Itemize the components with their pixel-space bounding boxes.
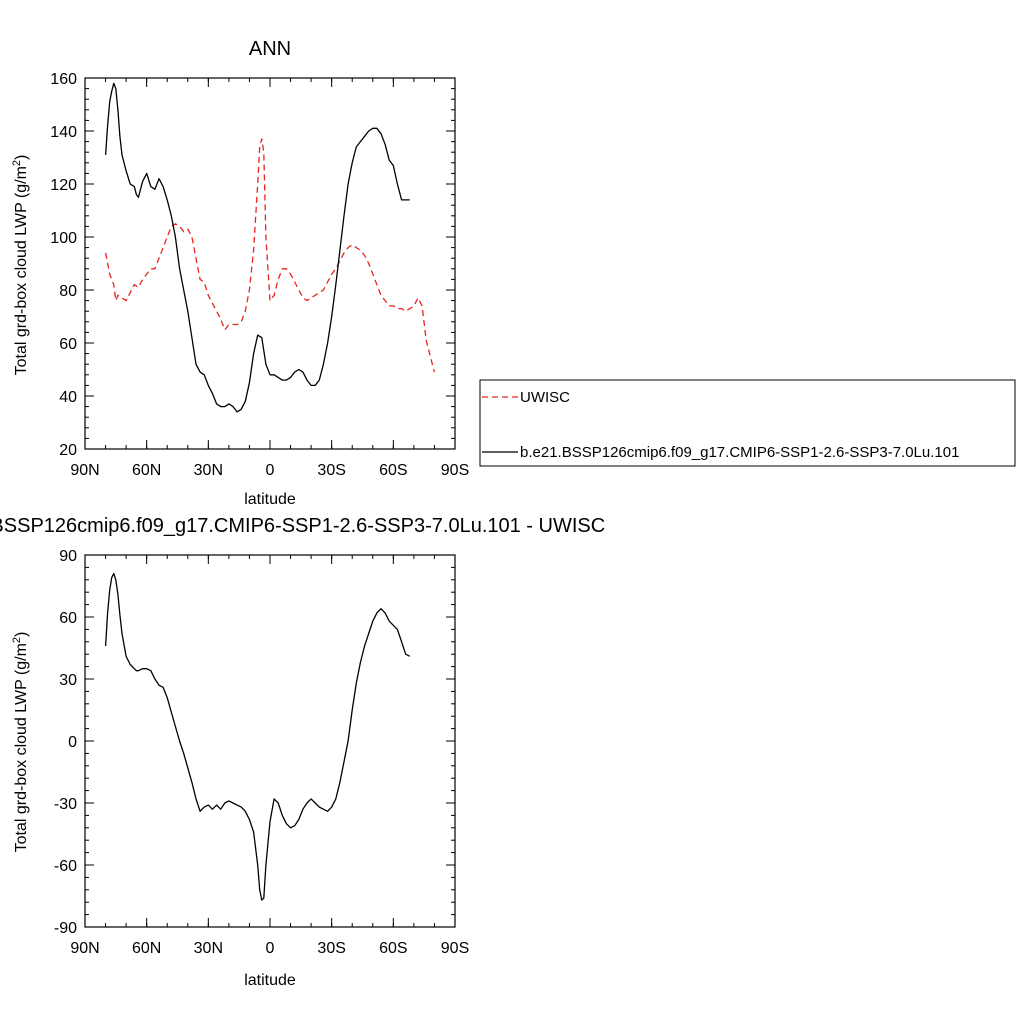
x-tick-label: 30N	[194, 462, 223, 479]
y-tick-label: 100	[50, 230, 77, 247]
y-axis-label: Total grd-box cloud LWP (g/m2)	[11, 155, 30, 376]
plot-frame	[84, 554, 456, 928]
y-tick-label: 140	[50, 124, 77, 141]
y-tick-label: 20	[59, 442, 77, 459]
legend-label-uwisc: UWISC	[520, 389, 570, 406]
x-tick-label: 30S	[317, 940, 345, 957]
legend: UWISC b.e21.BSSP126cmip6.f09_g17.CMIP6-S…	[479, 379, 1016, 467]
plot-frame	[84, 77, 456, 450]
chart-title: b.e21.BSSP126cmip6.f09_g17.CMIP6-SSP1-2.…	[0, 515, 605, 537]
y-tick-label: 90	[59, 548, 77, 565]
legend-label-model: b.e21.BSSP126cmip6.f09_g17.CMIP6-SSP1-2.…	[520, 444, 959, 461]
y-tick-label: -60	[54, 858, 77, 875]
x-tick-label: 30S	[317, 462, 345, 479]
x-tick-label: 0	[266, 462, 275, 479]
x-axis-label: latitude	[244, 491, 296, 508]
series-line-0	[104, 138, 436, 373]
line-chart-top: ANN 90N 60N 30N 0 30S 60S 90S 20 40 60 80 100 120 140…	[11, 38, 1016, 508]
x-tick-label: 60S	[379, 462, 407, 479]
y-tick-label: 60	[59, 336, 77, 353]
plot-area: 90N 60N 30N 0 30S 60S 90S -90 -60 -30 0 30 60 90	[54, 548, 469, 957]
x-tick-label: 0	[266, 940, 275, 957]
y-axis-label-main: Total grd-box cloud LWP (g/m	[13, 643, 30, 852]
x-tick-label: 30N	[194, 940, 223, 957]
y-axis-label-tail: )	[13, 632, 30, 637]
y-tick-label: 30	[59, 672, 77, 689]
y-axis-label: Total grd-box cloud LWP (g/m2)	[11, 632, 30, 853]
series-line-1	[104, 82, 410, 413]
line-chart-bottom: b.e21.BSSP126cmip6.f09_g17.CMIP6-SSP1-2.…	[0, 515, 605, 989]
chart-title: ANN	[249, 38, 291, 60]
series-line-0	[104, 572, 411, 901]
y-axis-label-superscript: 2	[11, 160, 23, 166]
y-axis-label-superscript: 2	[11, 637, 23, 643]
y-tick-label: 40	[59, 389, 77, 406]
x-tick-label: 90N	[70, 940, 99, 957]
y-tick-label: 0	[68, 734, 77, 751]
x-tick-label: 60N	[132, 462, 161, 479]
x-tick-label: 90N	[70, 462, 99, 479]
y-tick-label: 80	[59, 283, 77, 300]
x-tick-label: 60S	[379, 940, 407, 957]
y-tick-label: 120	[50, 177, 77, 194]
y-tick-label: -30	[54, 796, 77, 813]
y-tick-label: 160	[50, 71, 77, 88]
y-axis-label-main: Total grd-box cloud LWP (g/m	[13, 166, 30, 375]
y-axis-label-tail: )	[13, 155, 30, 160]
legend-box	[479, 379, 1016, 467]
x-tick-label: 60N	[132, 940, 161, 957]
plot-area: 90N 60N 30N 0 30S 60S 90S 20 40 60 80 100 120 140 160	[50, 71, 469, 479]
x-tick-label: 90S	[441, 462, 469, 479]
y-tick-label: -90	[54, 920, 77, 937]
x-axis-label: latitude	[244, 972, 296, 989]
x-tick-label: 90S	[441, 940, 469, 957]
y-tick-label: 60	[59, 610, 77, 627]
